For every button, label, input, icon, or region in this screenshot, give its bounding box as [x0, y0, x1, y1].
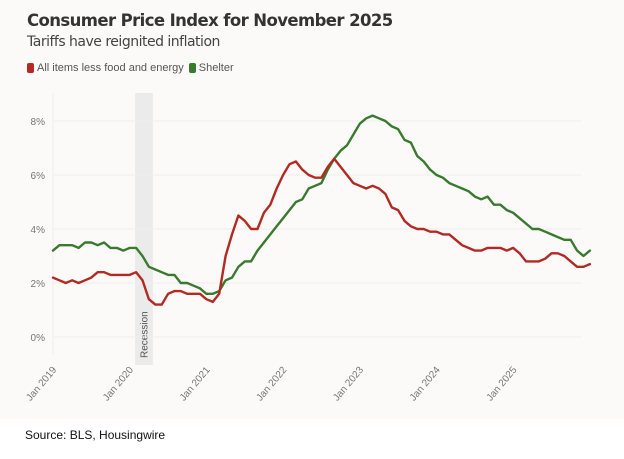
x-tick-label: Jan 2023	[331, 365, 366, 404]
series-line-shelter[interactable]	[51, 114, 592, 295]
x-tick-label: Jan 2020	[101, 365, 136, 404]
x-tick-label: Jan 2022	[255, 365, 290, 404]
legend-label-shelter: Shelter	[198, 62, 234, 74]
x-tick-label: Jan 2025	[485, 365, 520, 404]
y-tick-label: 4%	[31, 225, 46, 236]
x-tick-label: Jan 2024	[408, 365, 443, 404]
series-line-core[interactable]	[51, 157, 592, 306]
legend-label-core: All items less food and energy	[37, 62, 184, 74]
legend-swatch-shelter	[188, 63, 196, 73]
y-tick-label: 2%	[31, 279, 46, 290]
chart-subtitle: Tariffs have reignited inflation	[27, 34, 220, 50]
legend-swatch-core	[27, 63, 34, 73]
line-chart: Recession 0% 2% 4% 6% 8% Jan 2019 Jan 2020 Jan…	[24, 93, 592, 404]
y-tick-label: 0%	[31, 333, 46, 344]
source-note: Source: BLS, Housingwire	[25, 428, 166, 442]
x-tick-label: Jan 2021	[178, 365, 213, 404]
legend: All items less food and energy Shelter	[27, 62, 239, 74]
chart-title: Consumer Price Index for November 2025	[27, 11, 393, 30]
chart-panel	[0, 0, 624, 419]
legend-item-core[interactable]: All items less food and energy	[27, 62, 184, 74]
y-tick-label: 8%	[31, 117, 46, 128]
legend-item-shelter[interactable]: Shelter	[188, 62, 234, 74]
x-tick-label: Jan 2019	[24, 365, 59, 404]
recession-label: Recession	[139, 311, 150, 358]
y-tick-label: 6%	[31, 171, 46, 182]
